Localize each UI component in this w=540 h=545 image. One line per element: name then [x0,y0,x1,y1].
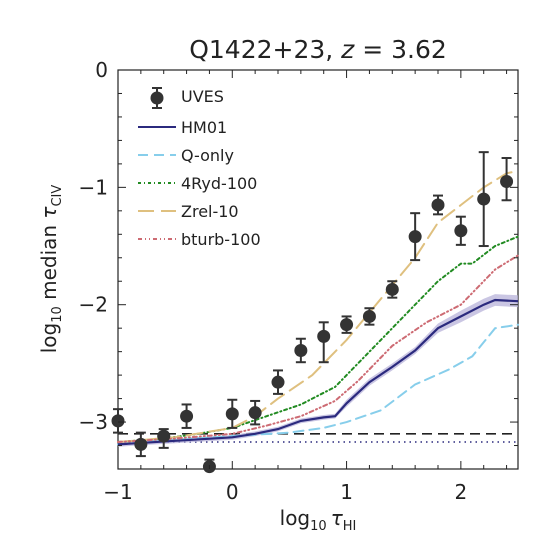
point-marker [180,409,194,423]
legend-hm01-label: HM01 [181,118,227,137]
legend-uves-marker [150,87,164,109]
data-point [225,398,239,429]
hm01-uncertainty-band [118,294,518,447]
legend-bturb-100-label: bturb-100 [181,230,261,249]
point-marker [294,343,308,357]
point-marker [111,414,125,428]
x-tick-label: 0 [226,480,239,504]
x-tick-label: −1 [103,480,132,504]
legend-item-q-only: Q-only [138,146,234,165]
legend-zrel-10-label: Zrel-10 [181,202,239,221]
legend-item-bturb-100: bturb-100 [138,230,261,249]
point-marker [362,309,376,323]
y-tick-label: −2 [79,293,108,317]
x-axis-label: log10 τHI [280,506,357,534]
plot-frame [117,69,519,470]
point-marker [477,192,491,206]
x-tick-label: 2 [454,480,467,504]
point-marker [454,224,468,238]
data-point [454,215,468,246]
point-marker [340,318,354,332]
data-point [111,408,125,434]
point-marker [225,407,239,421]
point-marker [385,282,399,296]
data-point [180,403,194,429]
data-point [317,321,331,364]
data-point [248,399,262,426]
y-tick-label: 0 [95,58,108,82]
data-point [431,194,445,216]
legend-uves-label: UVES [181,87,224,106]
x-axis-ticks: −1 0 1 2 [103,70,508,504]
hm01-band-area [118,294,518,447]
point-marker [271,375,285,389]
series-line-q-only [117,323,519,446]
data-point [134,431,148,458]
legend: UVES HM01 Q-only 4Ryd-100 Zrel-10 bturb-… [138,87,261,249]
series-line-hm01 [117,298,519,446]
point-marker [157,429,171,443]
x-tick-label: 1 [340,480,353,504]
observed-points [111,151,514,474]
data-point [271,369,285,395]
legend-item-4ryd-100: 4Ryd-100 [138,174,257,193]
point-marker [134,437,148,451]
data-point [408,212,422,262]
point-marker [248,406,262,420]
legend-item-zrel-10: Zrel-10 [138,202,239,221]
data-point [385,280,399,299]
data-point [157,428,171,449]
data-point [340,315,354,334]
legend-q-only-label: Q-only [181,146,234,165]
series-line-bturb-100 [117,254,519,443]
y-axis-label: log10 median τCIV [37,185,65,354]
point-marker [500,174,514,188]
y-tick-label: −3 [79,410,108,434]
chart-title: Q1422+23, z = 3.62 [189,35,447,64]
data-point [294,337,308,364]
point-marker [317,329,331,343]
legend-item-uves: UVES [150,87,224,109]
data-point [477,151,491,248]
y-tick-label: −1 [79,175,108,199]
y-axis-ticks: −3 −2 −1 0 [79,58,518,470]
point-marker [408,230,422,244]
data-point [362,307,376,326]
data-point [500,157,514,202]
model-series [117,169,519,446]
legend-item-hm01: HM01 [138,118,227,137]
legend-4ryd-100-label: 4Ryd-100 [181,174,257,193]
point-marker [431,198,445,212]
